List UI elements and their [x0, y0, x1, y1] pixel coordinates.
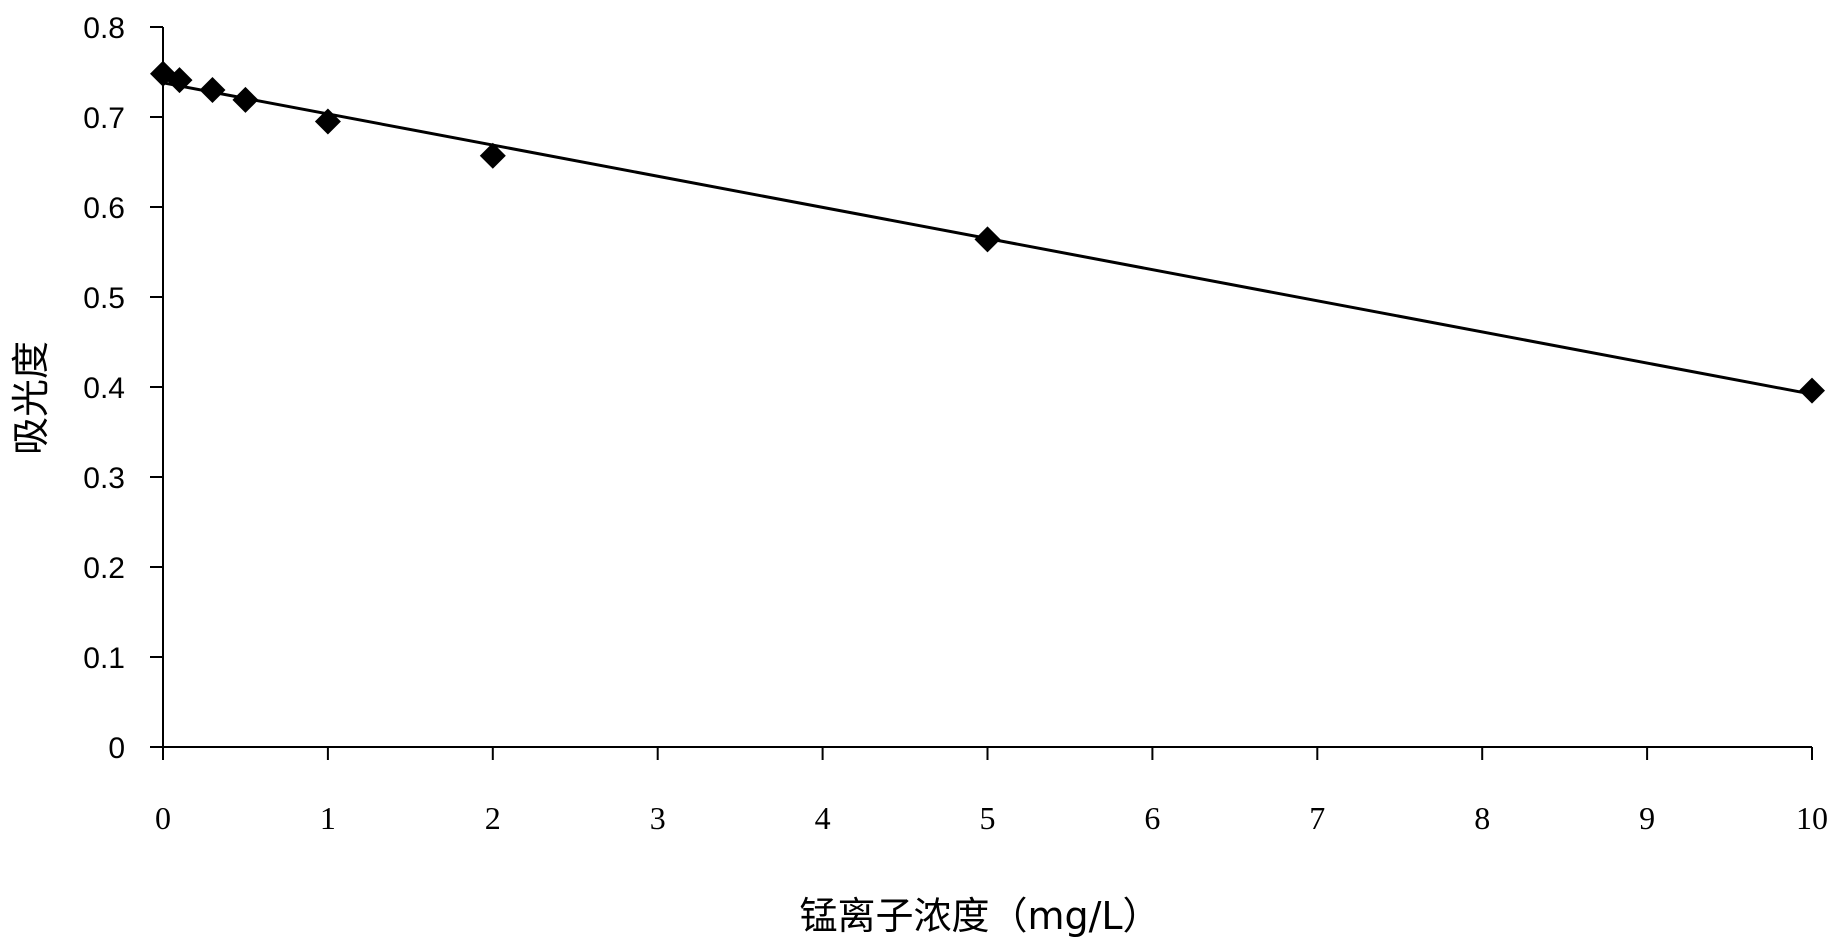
data-points: [150, 60, 1825, 404]
tick-labels: 0 0.1 0.2 0.3 0.4 0.5 0.6 0.7 0.8 0 1 2 3 4 5 6 7 8 9 10: [83, 12, 1828, 836]
y-tick-label: 0.5: [83, 282, 125, 315]
x-tick-label: 0: [155, 800, 171, 836]
data-point: [199, 77, 226, 103]
x-tick-label: 1: [320, 800, 336, 836]
y-tick-label: 0.8: [83, 12, 125, 45]
data-point: [166, 67, 193, 94]
data-point: [314, 108, 341, 135]
x-tick-label: 4: [815, 800, 831, 836]
x-tick-label: 9: [1639, 800, 1655, 836]
y-tick-label: 0.4: [83, 372, 125, 405]
x-tick-label: 6: [1144, 800, 1160, 836]
y-tick-label: 0: [108, 732, 125, 765]
data-point: [1799, 377, 1825, 404]
x-tick-label: 10: [1796, 800, 1828, 836]
data-point: [479, 142, 506, 169]
x-tick-label: 8: [1474, 800, 1490, 836]
y-tick-label: 0.6: [83, 192, 125, 225]
x-tick-label: 5: [980, 800, 996, 836]
y-tick-label: 0.2: [83, 552, 125, 585]
y-tick-label: 0.7: [83, 102, 125, 135]
x-axis-title: 锰离子浓度（mg/L）: [799, 894, 1160, 938]
data-point: [974, 226, 1001, 253]
y-tick-label: 0.3: [83, 462, 125, 495]
x-tick-label: 2: [485, 800, 501, 836]
data-point: [232, 86, 259, 113]
axes: [150, 26, 1813, 760]
x-tick-label: 3: [650, 800, 666, 836]
y-tick-label: 0.1: [83, 642, 125, 675]
y-axis-title: 吸光度: [9, 341, 53, 455]
x-tick-label: 7: [1309, 800, 1325, 836]
